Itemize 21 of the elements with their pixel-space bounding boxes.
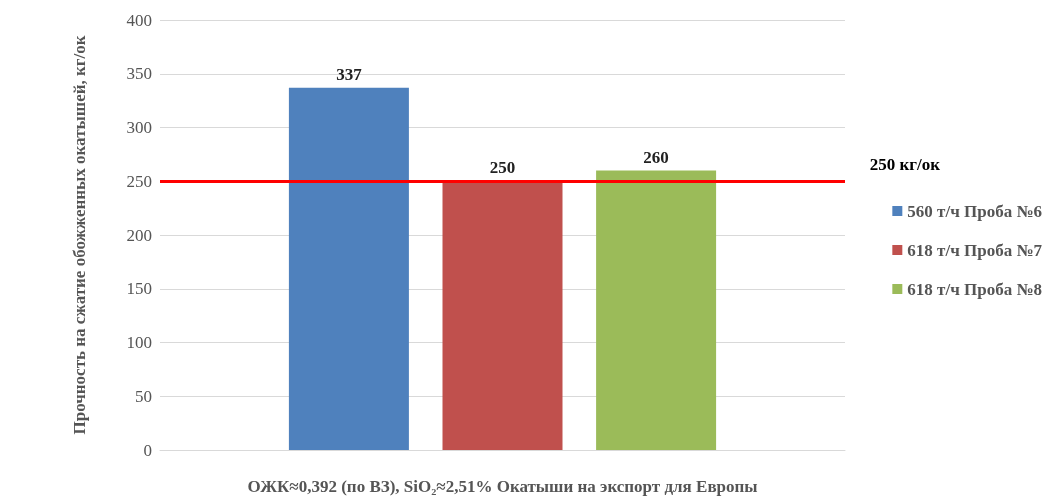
y-tick-label: 250	[126, 171, 152, 191]
data-label: 337	[336, 64, 363, 84]
y-tick-label: 300	[126, 118, 152, 137]
ref-line-label: 250 кг/ок	[869, 155, 941, 175]
y-tick-label: 350	[126, 64, 152, 84]
x-axis-title: ОЖК≈0,392 (по ВЗ), SiO₂≈2,51% Окатыши на экспорт для Европы	[247, 477, 758, 496]
bar	[288, 87, 409, 450]
y-tick-label: 100	[126, 333, 152, 352]
y-tick-label: 150	[126, 279, 152, 299]
bar	[596, 170, 717, 450]
y-tick-label: 50	[135, 386, 152, 406]
data-label: 260	[643, 147, 669, 167]
y-tick-label: 400	[126, 10, 152, 30]
legend-label: 618 т/ч Проба №7	[907, 240, 1043, 260]
y-tick-label: 0	[143, 440, 152, 460]
y-axis-title: Прочность на сжатие обожженных окатышей, кг/ок	[69, 35, 89, 435]
legend-label: 560 т/ч Проба №6	[907, 201, 1042, 221]
bar	[442, 181, 563, 450]
y-tick-label: 200	[126, 225, 152, 245]
legend-label: 618 т/ч Проба №8	[907, 279, 1042, 299]
data-label: 250	[489, 158, 516, 178]
